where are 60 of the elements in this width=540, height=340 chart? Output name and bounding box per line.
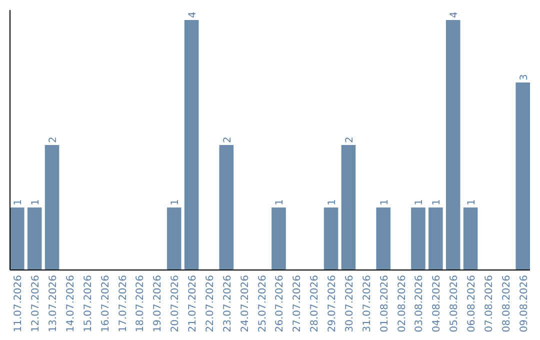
bar — [324, 208, 338, 270]
x-tick-label: 07.08.2026 — [484, 275, 495, 332]
x-tick-label: 28.07.2026 — [310, 275, 321, 332]
x-tick-label: 20.07.2026 — [170, 275, 182, 332]
data-label: 1 — [466, 199, 478, 206]
x-tick-label: 03.08.2026 — [414, 275, 426, 332]
x-tick-label: 05.08.2026 — [449, 275, 460, 332]
bar — [463, 208, 478, 270]
bar — [44, 145, 60, 270]
x-tick-label: 06.08.2026 — [466, 275, 478, 332]
x-tick-label: 21.07.2026 — [188, 275, 199, 332]
data-label: 1 — [432, 199, 443, 206]
x-tick-label: 13.07.2026 — [48, 275, 60, 332]
x-tick-label: 16.07.2026 — [100, 275, 112, 332]
x-tick-label: 04.08.2026 — [432, 275, 443, 332]
x-tick-label: 26.07.2026 — [274, 275, 286, 332]
bar — [272, 208, 286, 270]
bar — [446, 20, 460, 270]
x-tick-label: 01.08.2026 — [379, 275, 390, 332]
data-label: 1 — [170, 199, 182, 206]
bar — [376, 208, 390, 270]
data-label: 1 — [30, 199, 42, 206]
x-tick-label: 11.07.2026 — [13, 275, 24, 332]
bar — [10, 208, 24, 270]
x-tick-label: 15.07.2026 — [82, 275, 94, 332]
data-label: 2 — [48, 136, 60, 143]
data-label: 3 — [518, 74, 530, 80]
bar — [516, 82, 530, 270]
bar — [341, 145, 356, 270]
x-tick-label: 25.07.2026 — [257, 275, 268, 332]
data-label: 1 — [327, 199, 338, 206]
x-tick-label: 18.07.2026 — [135, 275, 146, 332]
x-tick-label: 24.07.2026 — [240, 275, 251, 332]
x-tick-label: 09.08.2026 — [518, 275, 530, 332]
bar — [166, 208, 182, 270]
data-label: 2 — [344, 136, 356, 143]
data-label: 1 — [379, 199, 390, 206]
bar — [428, 208, 443, 270]
data-label: 4 — [449, 12, 460, 18]
bar — [184, 20, 199, 270]
data-label: 1 — [274, 199, 286, 206]
x-tick-label: 31.07.2026 — [362, 275, 373, 332]
x-tick-label: 27.07.2026 — [292, 275, 304, 332]
data-label: 1 — [414, 199, 426, 206]
x-tick-label: 02.08.2026 — [396, 275, 408, 332]
x-tick-label: 14.07.2026 — [65, 275, 76, 332]
data-label: 4 — [188, 12, 199, 18]
bar — [219, 145, 234, 270]
x-tick-label: 12.07.2026 — [30, 275, 42, 332]
bar — [27, 208, 42, 270]
data-label: 2 — [222, 136, 234, 143]
x-tick-label: 30.07.2026 — [344, 275, 356, 332]
x-tick-label: 23.07.2026 — [222, 275, 234, 332]
x-tick-label: 22.07.2026 — [204, 275, 216, 332]
x-tick-label: 17.07.2026 — [118, 275, 129, 332]
x-tick-label: 19.07.2026 — [152, 275, 164, 332]
x-tick-label: 29.07.2026 — [327, 275, 338, 332]
x-tick-label: 08.08.2026 — [501, 275, 512, 332]
bar — [411, 208, 426, 270]
data-label: 1 — [13, 199, 24, 206]
